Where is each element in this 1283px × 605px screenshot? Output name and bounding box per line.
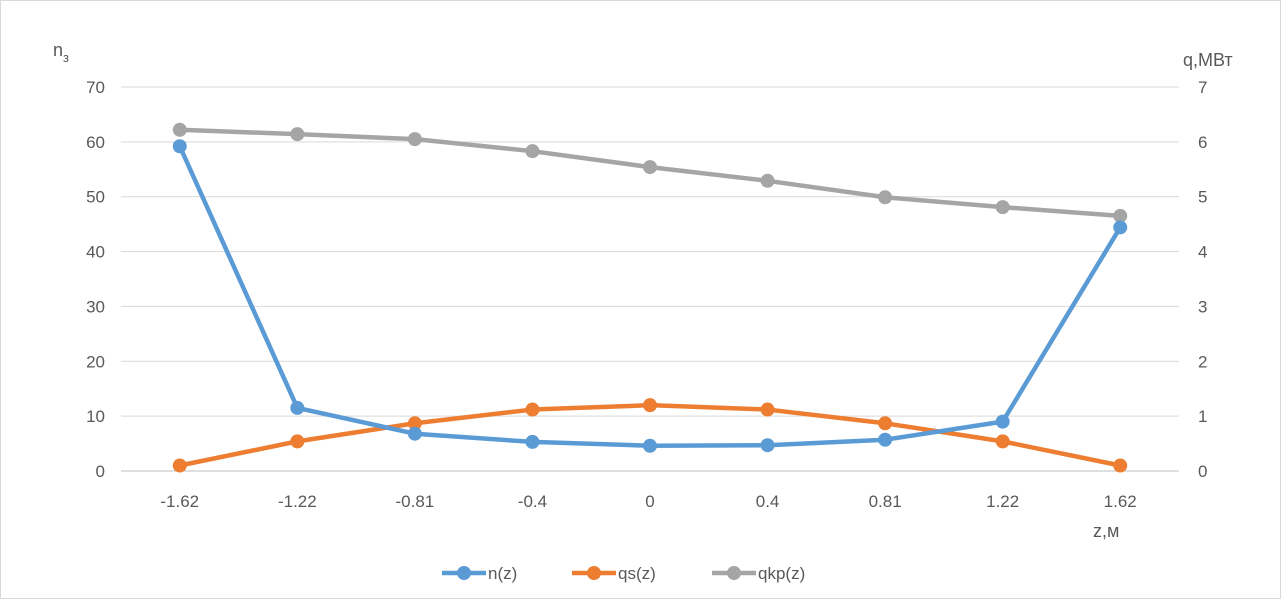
right-tick-label: 1 xyxy=(1198,407,1207,426)
x-tick-label: -0.4 xyxy=(518,492,547,511)
right-axis-title: q,МВт xyxy=(1183,50,1233,70)
right-tick-label: 4 xyxy=(1198,243,1207,262)
left-axis-title-base: n xyxy=(53,40,63,60)
series-n(z) xyxy=(172,139,1128,453)
right-tick-label: 7 xyxy=(1198,78,1207,97)
legend-label: qs(z) xyxy=(618,564,656,583)
x-tick-label: 0.4 xyxy=(756,492,780,511)
data-point xyxy=(525,402,540,417)
left-tick-label: 30 xyxy=(86,297,105,316)
left-tick-label: 0 xyxy=(96,462,105,481)
data-point xyxy=(1113,458,1128,473)
legend-swatch-marker xyxy=(587,566,601,580)
data-point xyxy=(643,398,657,413)
left-tick-label: 60 xyxy=(86,133,105,152)
data-point xyxy=(172,122,187,137)
data-point xyxy=(878,416,893,431)
legend-item: qs(z) xyxy=(572,564,656,583)
data-point xyxy=(172,139,187,154)
x-tick-label: -1.62 xyxy=(160,492,199,511)
legend-label: n(z) xyxy=(488,564,517,583)
data-point xyxy=(643,438,657,453)
left-tick-label: 70 xyxy=(86,78,105,97)
data-point xyxy=(643,160,657,175)
series-qs(z) xyxy=(172,398,1128,473)
x-axis-ticks: -1.62 -1.22 -0.81 -0.4 0 0.4 0.81 1.22 1.62 xyxy=(160,492,1136,511)
data-point xyxy=(525,144,540,159)
x-tick-label: -1.22 xyxy=(278,492,317,511)
x-tick-label: 1.62 xyxy=(1104,492,1137,511)
x-tick-label: 1.22 xyxy=(986,492,1019,511)
data-point xyxy=(525,434,540,449)
legend-item: qkp(z) xyxy=(712,564,805,583)
data-point xyxy=(760,438,775,453)
left-tick-label: 50 xyxy=(86,188,105,207)
x-tick-label: 0 xyxy=(645,492,654,511)
data-point xyxy=(407,132,422,147)
left-axis-title-subscript: з xyxy=(63,50,69,65)
series-qkp(z) xyxy=(172,122,1128,223)
legend-swatch-marker xyxy=(457,566,471,580)
data-point xyxy=(290,434,305,449)
data-point xyxy=(172,458,187,473)
data-point xyxy=(760,173,775,188)
data-point xyxy=(995,414,1010,429)
right-tick-label: 3 xyxy=(1198,297,1207,316)
right-tick-label: 6 xyxy=(1198,133,1207,152)
data-point xyxy=(407,426,422,441)
x-axis-title: z,м xyxy=(1093,521,1119,541)
data-point xyxy=(1113,220,1128,235)
legend: n(z) qs(z) qkp(z) xyxy=(442,564,805,583)
legend-swatch-marker xyxy=(727,566,741,580)
left-tick-label: 20 xyxy=(86,352,105,371)
legend-item: n(z) xyxy=(442,564,517,583)
x-tick-label: 0.81 xyxy=(869,492,902,511)
data-point xyxy=(407,416,422,431)
series-layer xyxy=(172,122,1128,473)
data-point xyxy=(290,400,305,415)
left-axis-title: nз xyxy=(53,40,69,65)
legend-label: qkp(z) xyxy=(758,564,805,583)
data-point xyxy=(878,190,893,205)
data-point xyxy=(995,434,1010,449)
data-point xyxy=(290,127,305,142)
left-axis-ticks: 0 10 20 30 40 50 60 70 xyxy=(86,78,105,481)
x-tick-label: -0.81 xyxy=(396,492,435,511)
right-tick-label: 5 xyxy=(1198,188,1207,207)
data-point xyxy=(995,200,1010,215)
data-point xyxy=(878,432,893,447)
left-tick-label: 40 xyxy=(86,243,105,262)
data-point xyxy=(760,402,775,417)
right-tick-label: 2 xyxy=(1198,352,1207,371)
left-tick-label: 10 xyxy=(86,407,105,426)
data-point xyxy=(1113,208,1128,223)
right-tick-label: 0 xyxy=(1198,462,1207,481)
right-axis-ticks: 0 1 2 3 4 5 6 7 xyxy=(1198,78,1207,481)
gridlines xyxy=(121,86,1179,472)
